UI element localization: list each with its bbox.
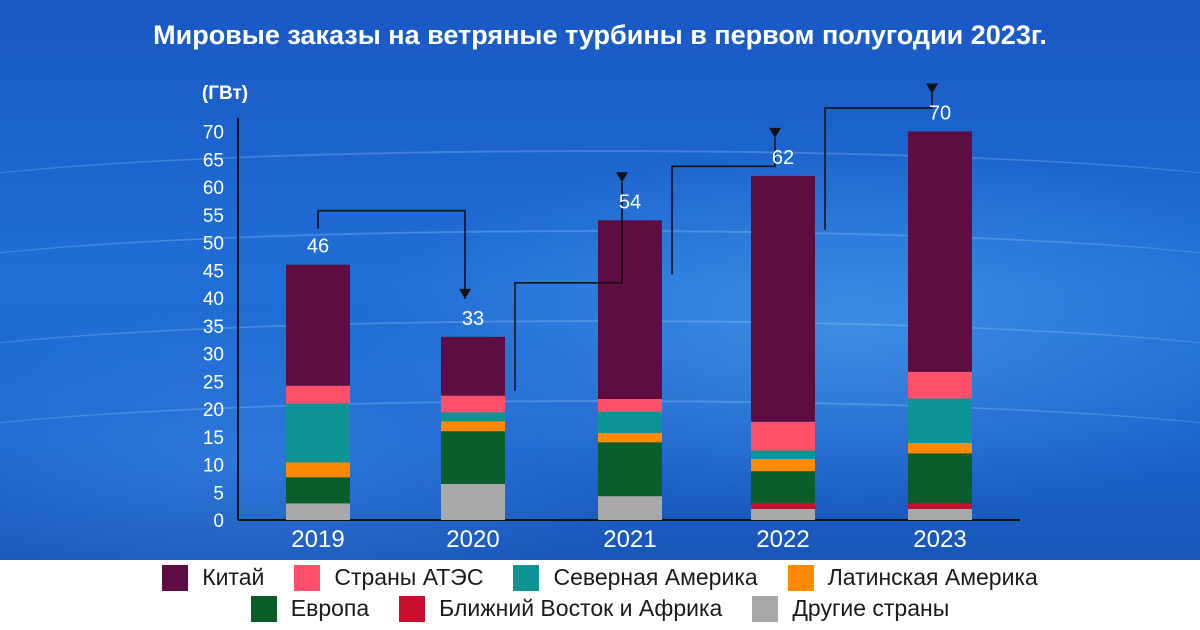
y-axis-unit-label: (ГВт) xyxy=(202,83,248,104)
bar-segment xyxy=(441,395,505,413)
y-tick-label: 50 xyxy=(203,234,224,255)
legend-swatch-middle-east-africa xyxy=(399,595,426,622)
y-tick-label: 25 xyxy=(203,372,224,393)
x-tick-label: 2019 xyxy=(291,526,344,553)
total-value-label: 70 xyxy=(929,103,951,125)
bar-segment xyxy=(751,503,815,509)
bar-segment xyxy=(908,398,972,443)
legend-swatch-latin-america xyxy=(787,564,814,591)
legend-swatch-other xyxy=(752,595,779,622)
legend: Китай Страны АТЭС Северная Америка Латин… xyxy=(0,560,1200,630)
chart-title: Мировые заказы на ветряные турбины в пер… xyxy=(153,20,1047,50)
y-tick-label: 10 xyxy=(203,456,224,477)
y-tick-label: 40 xyxy=(203,289,224,310)
bars-group xyxy=(286,131,972,520)
growth-arrows xyxy=(317,83,938,391)
bar-segment xyxy=(751,450,815,459)
legend-item-other: Другие страны xyxy=(752,595,949,622)
bar-segment xyxy=(286,462,350,478)
growth-arrow-line xyxy=(514,182,623,391)
legend-swatch-north-america xyxy=(513,564,540,591)
bar-segment xyxy=(441,421,505,432)
y-tick-label: 0 xyxy=(213,511,224,532)
y-tick-label: 20 xyxy=(203,400,224,421)
legend-item-apec: Страны АТЭС xyxy=(294,564,483,591)
y-tick-label: 5 xyxy=(213,483,224,504)
bar-segment xyxy=(598,496,662,520)
x-tick-label: 2023 xyxy=(913,526,966,553)
y-tick-label: 70 xyxy=(203,123,224,144)
legend-item-europe: Европа xyxy=(250,595,370,622)
x-tick-label: 2022 xyxy=(756,526,809,553)
total-labels: 46 33 54 62 70 xyxy=(307,103,951,330)
bar-segment xyxy=(441,336,505,396)
legend-item-latin-america: Латинская Америка xyxy=(787,564,1038,591)
total-value-label: 33 xyxy=(462,308,484,330)
bar-segment xyxy=(751,175,815,422)
bar-segment xyxy=(908,508,972,520)
total-value-label: 54 xyxy=(619,191,641,213)
total-value-label: 62 xyxy=(772,147,794,169)
bar-segment xyxy=(286,477,350,504)
legend-label-middle-east-africa: Ближний Восток и Африка xyxy=(439,595,723,621)
bar-segment xyxy=(908,442,972,454)
bar-segment xyxy=(908,503,972,509)
legend-swatch-europe xyxy=(250,595,277,622)
legend-label-china: Китай xyxy=(202,564,265,590)
y-tick-label: 15 xyxy=(203,428,224,449)
bar-segment xyxy=(598,220,662,400)
bar-segment xyxy=(751,421,815,451)
bar-segment xyxy=(286,385,350,404)
y-tick-label: 60 xyxy=(203,178,224,199)
bar-segment xyxy=(908,131,972,372)
bar-segment xyxy=(286,264,350,386)
legend-label-north-america: Северная Америка xyxy=(553,564,758,590)
bar-segment xyxy=(441,483,505,520)
y-tick-labels: 0 5 10 15 20 25 30 35 40 45 50 55 60 65 70 xyxy=(203,123,224,533)
x-tick-label: 2021 xyxy=(603,526,656,553)
bar-segment xyxy=(751,508,815,520)
legend-item-north-america: Северная Америка xyxy=(513,564,758,591)
y-tick-label: 45 xyxy=(203,261,224,282)
x-tick-labels: 2019 2020 2021 2022 2023 xyxy=(291,526,966,553)
growth-arrow-head xyxy=(926,83,938,94)
bar-segment xyxy=(598,442,662,497)
y-tick-label: 35 xyxy=(203,317,224,338)
bar-segment xyxy=(908,371,972,399)
bar-segment xyxy=(751,458,815,472)
legend-item-middle-east-africa: Ближний Восток и Африка xyxy=(399,595,722,622)
growth-arrow-head xyxy=(616,172,628,183)
bar-segment xyxy=(908,453,972,504)
y-tick-label: 65 xyxy=(203,150,224,171)
legend-label-apec: Страны АТЭС xyxy=(334,564,484,590)
bar-segment xyxy=(598,411,662,433)
legend-label-other: Другие страны xyxy=(792,595,950,621)
bar-segment xyxy=(286,503,350,520)
y-tick-label: 55 xyxy=(203,206,224,227)
legend-label-latin-america: Латинская Америка xyxy=(827,564,1038,590)
bar-segment xyxy=(286,403,350,463)
legend-item-china: Китай xyxy=(162,564,264,591)
x-tick-label: 2020 xyxy=(446,526,499,553)
growth-arrow-line xyxy=(671,137,776,275)
bar-segment xyxy=(751,471,815,504)
growth-arrow-head xyxy=(459,288,471,299)
bar-segment xyxy=(441,412,505,422)
legend-row-2: Европа Ближний Восток и Африка Другие ст… xyxy=(0,595,1200,622)
total-value-label: 46 xyxy=(307,236,329,258)
legend-swatch-china xyxy=(162,564,189,591)
legend-swatch-apec xyxy=(294,564,321,591)
bar-segment xyxy=(598,399,662,412)
bar-segment xyxy=(441,431,505,484)
growth-arrow-head xyxy=(769,127,781,138)
legend-label-europe: Европа xyxy=(290,595,370,621)
bar-segment xyxy=(598,432,662,443)
legend-row-1: Китай Страны АТЭС Северная Америка Латин… xyxy=(0,564,1200,591)
growth-arrow-line xyxy=(317,209,466,299)
growth-arrow-line xyxy=(824,93,933,230)
y-tick-label: 30 xyxy=(203,345,224,366)
